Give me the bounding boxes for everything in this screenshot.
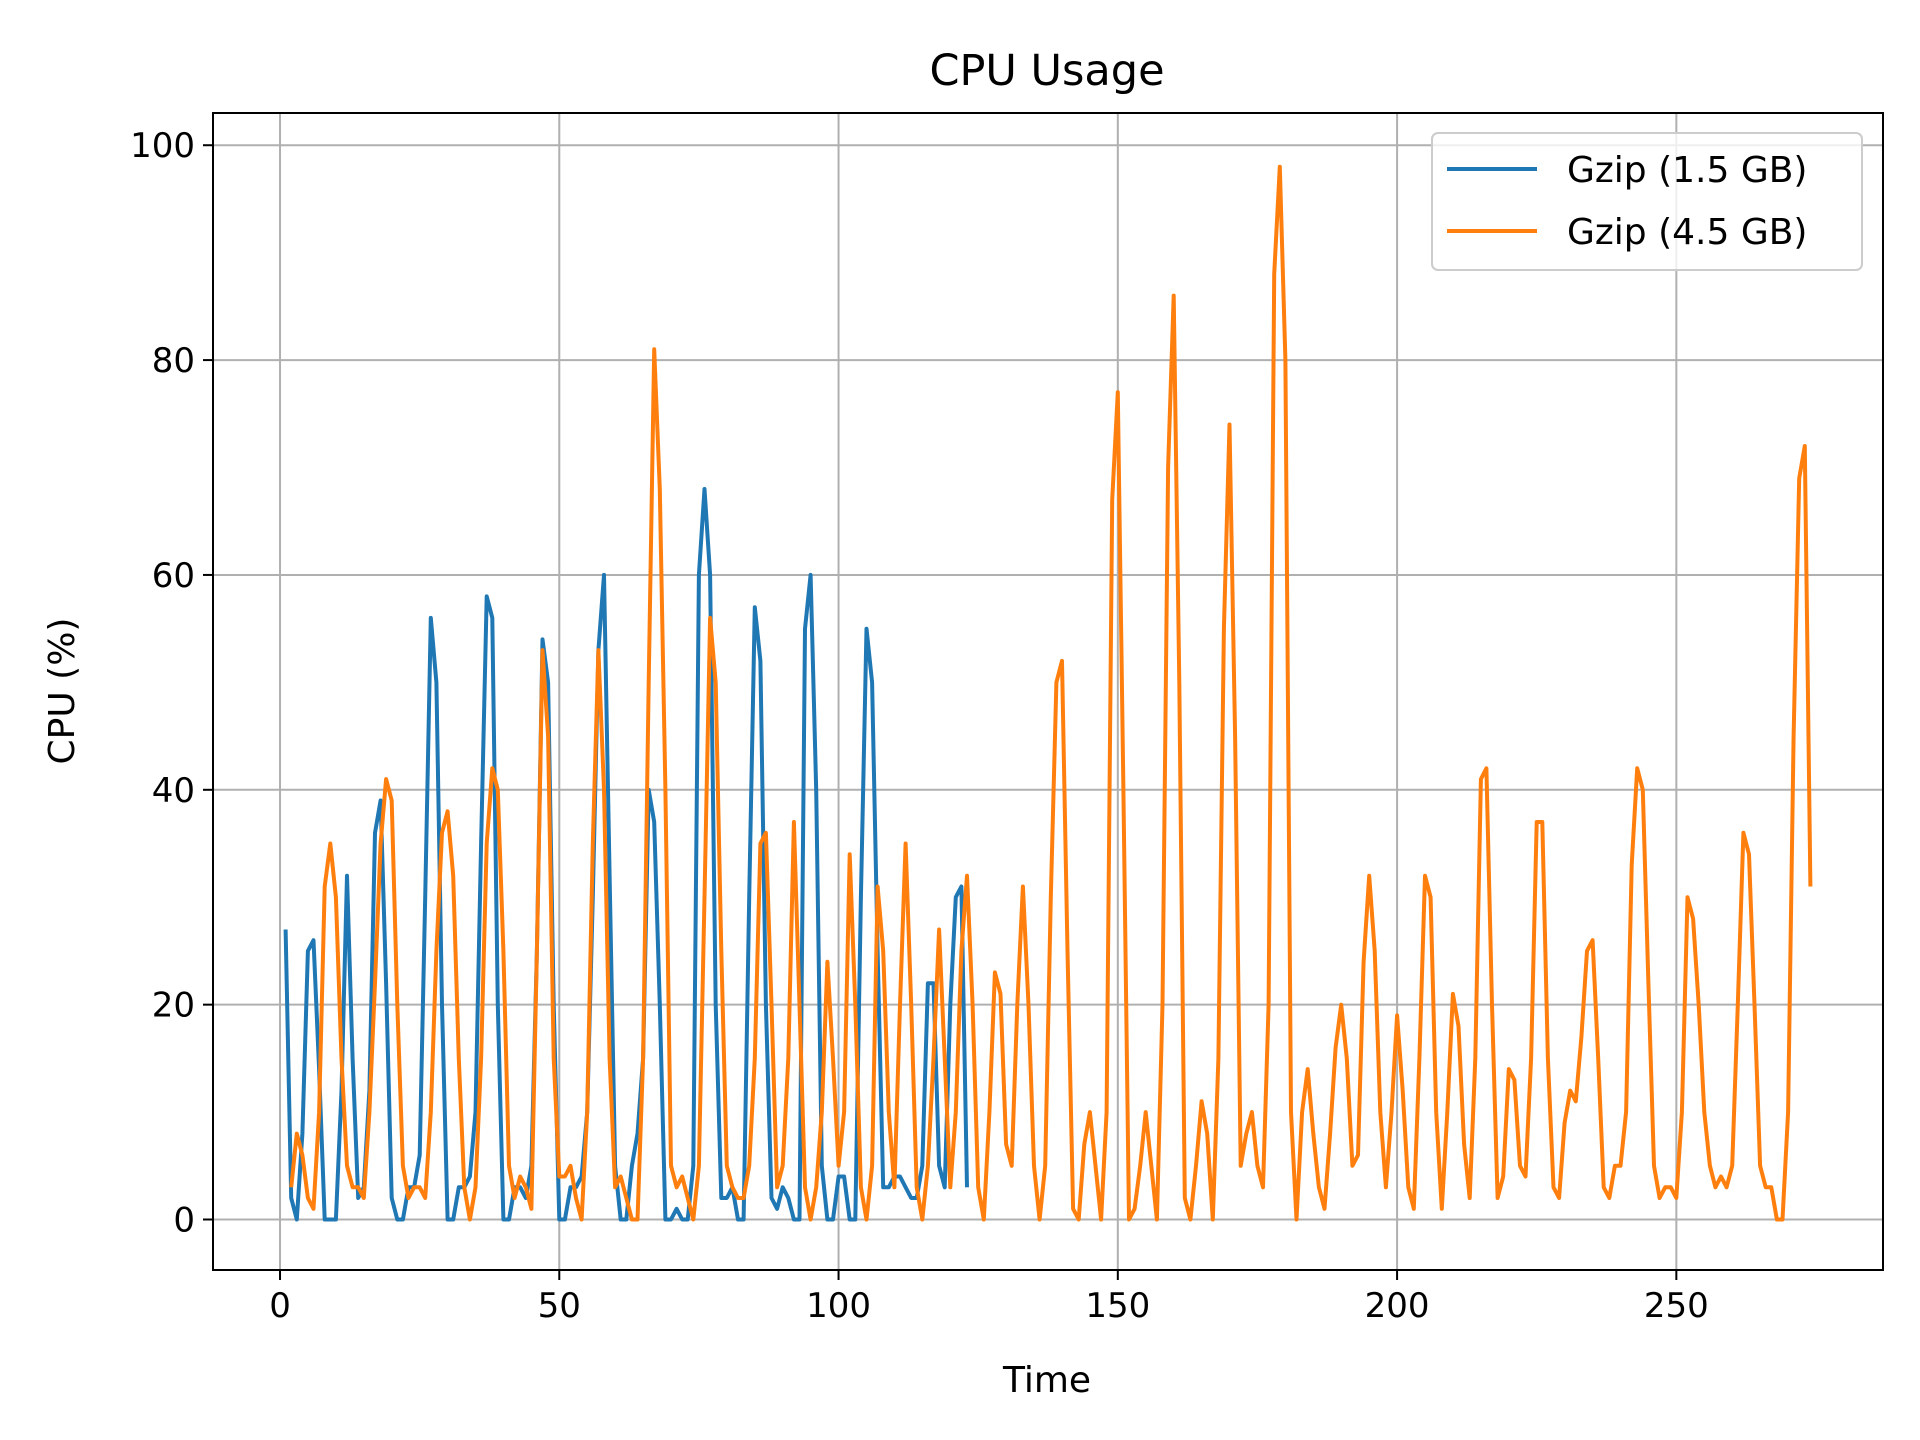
y-axis-label: CPU (%) [42,618,83,765]
series-line-1 [289,164,1813,1222]
legend-label-0: Gzip (1.5 GB) [1567,150,1807,191]
legend-box [1431,132,1863,271]
x-tick-label: 0 [269,1286,291,1326]
plot-frame [212,112,1884,1271]
legend: Gzip (1.5 GB) Gzip (4.5 GB) [1431,132,1863,271]
series-lines [283,164,1813,1222]
x-tick-label: 150 [1085,1286,1150,1326]
x-axis-ticks: 0 50 100 150 200 250 [269,1270,1709,1326]
y-tick-label: 0 [173,1201,195,1241]
x-tick-label: 100 [806,1286,871,1326]
x-axis-label: Time [1002,1360,1091,1401]
grid-lines [213,113,1883,1270]
x-tick-label: 50 [538,1286,581,1326]
y-tick-label: 80 [152,341,195,381]
legend-label-1: Gzip (4.5 GB) [1567,212,1807,253]
chart-title: CPU Usage [929,46,1164,96]
x-tick-label: 200 [1365,1286,1430,1326]
y-tick-label: 60 [152,556,195,596]
y-tick-label: 20 [152,986,195,1026]
y-tick-label: 40 [152,771,195,811]
x-tick-label: 250 [1644,1286,1709,1326]
y-tick-label: 100 [130,126,195,166]
y-axis-ticks: 0 20 40 60 80 100 [130,126,213,1241]
series-line-0 [283,487,969,1222]
